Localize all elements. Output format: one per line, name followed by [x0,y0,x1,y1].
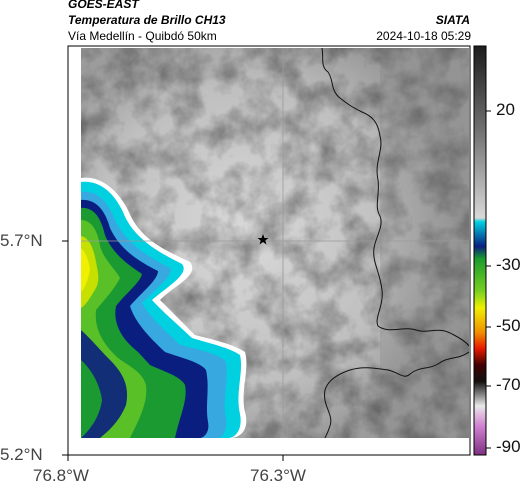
lon-tick-label: 76.8°W [33,466,89,485]
location-star-icon [257,234,269,245]
route-label: Vía Medellín - Quibdó 50km [68,29,217,43]
colorbar-label: -90 [496,437,521,456]
border-line-south [324,351,469,438]
colorbar-bar [473,45,487,456]
border-line [321,48,469,347]
cold-cloud-area [81,177,247,438]
colorbar-label: 20 [496,100,515,119]
product-title: Temperatura de Brillo CH13 [68,13,226,27]
satellite-label: GOES-EAST [68,0,139,11]
colorbar-label: -30 [496,255,521,274]
lat-tick-label: 5.2°N [0,445,43,464]
lon-tick-label: 76.3°W [250,466,306,485]
colorbar-label: -70 [496,375,521,394]
datetime-label: 2024-10-18 05:29 [376,29,471,43]
colorbar-label: -50 [496,316,521,335]
lat-tick-label: 5.7°N [0,231,43,250]
org-label: SIATA [435,13,470,27]
